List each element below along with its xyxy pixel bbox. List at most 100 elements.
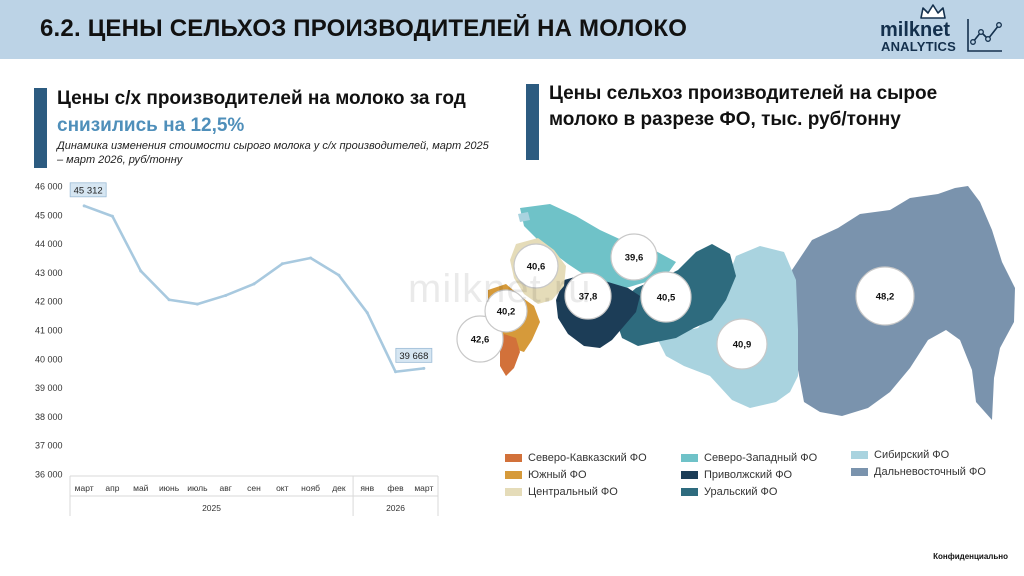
- right-accent-bar: [526, 84, 539, 160]
- left-accent-bar: [34, 88, 47, 168]
- right-heading: Цены сельхоз производителей на сырое мол…: [549, 83, 938, 130]
- x-tick-label: фев: [387, 483, 404, 493]
- legend-item: Центральный ФО: [505, 486, 618, 498]
- region-value-label: 40,6: [527, 262, 546, 273]
- legend-label: Приволжский ФО: [704, 469, 793, 481]
- y-tick-label: 43 000: [35, 268, 63, 278]
- watermark: milknet.ru: [408, 267, 592, 311]
- region-value-label: 40,9: [733, 340, 752, 351]
- header-bar: 6.2. ЦЕНЫ СЕЛЬХОЗ ПРОИЗВОДИТЕЛЕЙ НА МОЛО…: [0, 0, 1024, 59]
- region-value-label: 48,2: [876, 292, 895, 303]
- data-point: [82, 204, 86, 208]
- year-group-label: 2025: [202, 503, 221, 513]
- y-tick-label: 45 000: [35, 210, 63, 220]
- region-value-bubble: [484, 289, 528, 333]
- data-label-box: [69, 182, 107, 198]
- legend-item: Приволжский ФО: [681, 469, 792, 481]
- map-legend: Северо-Кавказский ФО Южный ФО Центральный …: [505, 449, 1015, 512]
- page-title: 6.2. ЦЕНЫ СЕЛЬХОЗ ПРОИЗВОДИТЕЛЕЙ НА МОЛО…: [40, 15, 688, 42]
- region-value-bubble: [564, 272, 612, 320]
- region-value-bubble: [610, 233, 658, 281]
- legend-swatch: [681, 454, 698, 463]
- y-tick-label: 38 000: [35, 412, 63, 422]
- data-point: [280, 262, 284, 266]
- year-group-label: 2026: [386, 503, 405, 513]
- russia-fo-map: 42,6 40,2 40,6 39,6 37,8 40,5 40,9 48,2: [456, 186, 1015, 420]
- y-tick-label: 36 000: [35, 470, 63, 480]
- legend-item: Уральский ФО: [681, 486, 777, 498]
- chart-trend-icon: [967, 19, 1002, 52]
- x-tick-label: окт: [276, 483, 289, 493]
- y-tick-label: 39 000: [35, 383, 63, 393]
- y-tick-label: 41 000: [35, 326, 63, 336]
- legend-swatch: [681, 471, 698, 480]
- region-value-bubble: [716, 318, 768, 370]
- data-point: [422, 366, 426, 370]
- y-tick-label: 40 000: [35, 354, 63, 364]
- legend-swatch: [681, 488, 698, 497]
- legend-item: Северо-Западный ФО: [681, 452, 817, 464]
- region-value-bubbles: 42,6 40,2 40,6 39,6 37,8 40,5 40,9 48,2: [456, 233, 915, 370]
- left-subtitle: Динамика изменения стоимости сырого моло…: [57, 140, 489, 167]
- logo-name: milknet: [880, 19, 951, 41]
- region-value-label: 40,5: [657, 293, 676, 304]
- x-tick-label: сен: [247, 483, 261, 493]
- legend-label: Северо-Кавказский ФО: [528, 452, 647, 464]
- legend-item: Северо-Кавказский ФО: [505, 452, 647, 464]
- region-value-bubble: [855, 266, 915, 326]
- x-tick-label: июль: [187, 483, 208, 493]
- data-point: [110, 214, 114, 218]
- data-label: 39 668: [399, 351, 428, 362]
- region-value-label: 37,8: [579, 292, 598, 303]
- data-point: [365, 311, 369, 315]
- data-label: 45 312: [74, 185, 103, 196]
- legend-swatch: [851, 451, 868, 460]
- legend-item: Сибирский ФО: [851, 449, 949, 461]
- data-point: [195, 302, 199, 306]
- x-tick-label: июнь: [159, 483, 180, 493]
- data-point: [167, 298, 171, 302]
- milknet-logo: milknet ANALYTICS: [878, 4, 1018, 56]
- legend-swatch: [851, 468, 868, 477]
- left-heading: Цены с/х производителей на молоко за год: [57, 88, 466, 109]
- confidential-label: Конфиденциально: [933, 552, 1008, 561]
- region-value-bubble: [513, 243, 559, 289]
- region-value-bubble: [640, 271, 692, 323]
- x-tick-label: март: [75, 483, 94, 493]
- legend-label: Центральный ФО: [528, 486, 618, 498]
- x-tick-label: авг: [220, 483, 232, 493]
- region-value-label: 40,2: [497, 307, 516, 318]
- data-point: [337, 273, 341, 277]
- legend-label: Сибирский ФО: [874, 449, 950, 461]
- logo-subtitle: ANALYTICS: [881, 39, 956, 54]
- region-value-label: 39,6: [625, 253, 644, 264]
- x-tick-label: апр: [105, 483, 119, 493]
- x-tick-label: янв: [360, 483, 374, 493]
- x-tick-label: май: [133, 483, 149, 493]
- y-tick-label: 44 000: [35, 239, 63, 249]
- x-tick-label: дек: [332, 483, 346, 493]
- region-north-caucasus: [500, 334, 520, 376]
- data-point: [139, 269, 143, 273]
- y-tick-label: 42 000: [35, 297, 63, 307]
- legend-swatch: [505, 471, 522, 480]
- legend-item: Южный ФО: [505, 469, 587, 481]
- y-tick-label: 37 000: [35, 441, 63, 451]
- price-series-line: [83, 204, 425, 374]
- y-tick-label: 46 000: [35, 182, 63, 192]
- data-point: [252, 282, 256, 286]
- left-heading-highlight: снизились на 12,5%: [57, 115, 245, 136]
- data-point: [309, 256, 313, 260]
- legend-swatch: [505, 488, 522, 497]
- x-tick-label: нояб: [301, 483, 320, 493]
- legend-label: Уральский ФО: [704, 486, 778, 498]
- data-point: [394, 370, 398, 374]
- legend-swatch: [505, 454, 522, 463]
- crown-icon: [920, 4, 946, 19]
- legend-label: Северо-Западный ФО: [704, 452, 818, 464]
- region-small-islands: [518, 212, 530, 222]
- region-value-label: 42,6: [471, 335, 490, 346]
- price-line-chart: 36 000 37 000 38 000 39 000 40 000 41 000 42 0…: [35, 182, 439, 516]
- region-value-bubble: [456, 315, 504, 363]
- legend-item: Дальневосточный ФО: [851, 466, 986, 478]
